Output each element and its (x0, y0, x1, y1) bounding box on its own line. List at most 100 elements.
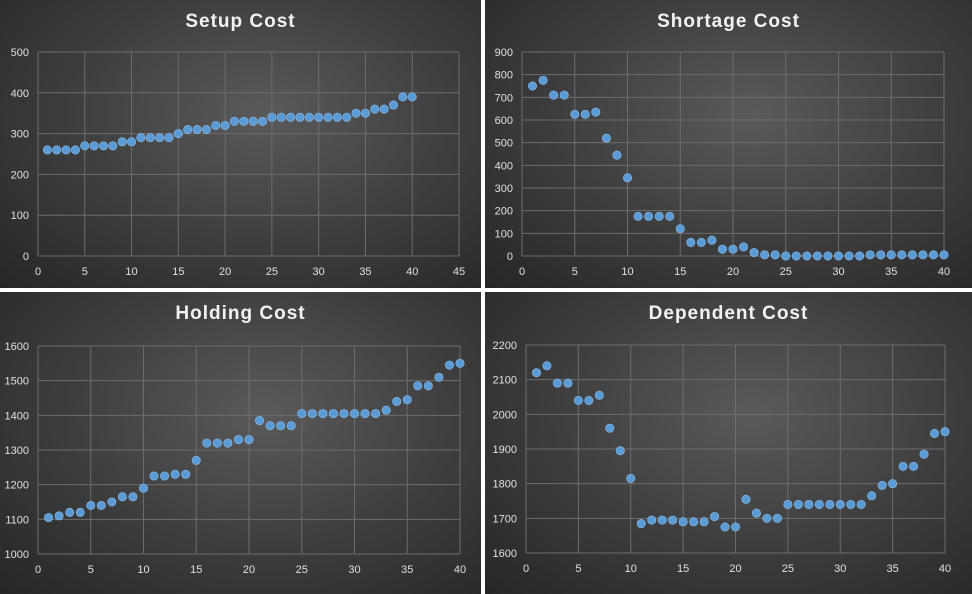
data-point (339, 409, 349, 419)
data-point (379, 104, 389, 114)
data-point (370, 104, 380, 114)
x-tick-label: 10 (125, 266, 137, 278)
chart-title: Holding Cost (175, 303, 306, 324)
data-point (398, 92, 408, 102)
x-tick-label: 40 (938, 266, 950, 278)
y-tick-label: 200 (11, 169, 29, 181)
y-tick-label: 1800 (493, 479, 517, 491)
data-point (65, 507, 75, 517)
data-point (678, 517, 688, 527)
data-point (332, 112, 342, 122)
x-tick-label: 35 (885, 266, 897, 278)
data-point (286, 421, 296, 431)
data-point (741, 494, 751, 504)
x-tick-label: 25 (266, 266, 278, 278)
data-point (192, 125, 202, 135)
data-point (804, 499, 814, 509)
data-point (665, 211, 675, 221)
x-tick-label: 35 (401, 564, 413, 576)
y-tick-label: 0 (23, 251, 29, 263)
data-point (265, 421, 275, 431)
x-tick-label: 5 (575, 563, 581, 575)
data-point (248, 116, 258, 126)
data-point (675, 224, 685, 234)
data-point (570, 109, 580, 119)
data-point (897, 250, 907, 260)
x-tick-label: 40 (939, 563, 951, 575)
data-point (233, 435, 243, 445)
chart-shortage-cost: Shortage Cost 0 100 200 300 400 500 600 700 800 9… (485, 0, 972, 288)
data-point (710, 512, 720, 522)
x-tick-label: 40 (406, 266, 418, 278)
y-tick-label: 2200 (493, 340, 517, 352)
y-tick-label: 300 (495, 183, 513, 195)
x-tick-label: 15 (677, 563, 689, 575)
data-point (633, 211, 643, 221)
data-point (96, 500, 106, 510)
data-point (877, 480, 887, 490)
y-tick-label: 800 (495, 70, 513, 82)
data-point (749, 248, 759, 258)
data-point (833, 251, 843, 261)
x-tick-label: 5 (572, 266, 578, 278)
data-point (286, 112, 296, 122)
data-point (686, 237, 696, 247)
data-point (328, 409, 338, 419)
data-point (145, 133, 155, 143)
x-tick-label: 35 (887, 563, 899, 575)
x-tick-label: 10 (621, 266, 633, 278)
data-point (939, 250, 949, 260)
data-point (601, 133, 611, 143)
data-point (381, 405, 391, 415)
x-tick-label: 0 (519, 266, 525, 278)
data-point (717, 244, 727, 254)
data-point (707, 235, 717, 245)
y-tick-label: 500 (495, 138, 513, 150)
data-point (149, 471, 159, 481)
data-point (886, 250, 896, 260)
data-point (267, 112, 277, 122)
x-tick-label: 20 (219, 266, 231, 278)
data-point (636, 519, 646, 529)
data-point (626, 473, 636, 483)
data-point (360, 108, 370, 118)
x-tick-label: 20 (727, 266, 739, 278)
y-tick-label: 1200 (5, 480, 29, 492)
data-point (164, 133, 174, 143)
x-tick-label: 0 (35, 266, 41, 278)
data-point (612, 150, 622, 160)
x-tick-label: 5 (82, 266, 88, 278)
data-point (559, 90, 569, 100)
data-point (201, 125, 211, 135)
data-point (772, 513, 782, 523)
data-point (760, 250, 770, 260)
data-point (229, 116, 239, 126)
data-point (318, 409, 328, 419)
data-point (791, 251, 801, 261)
data-point (304, 112, 314, 122)
data-point (728, 244, 738, 254)
data-point (781, 251, 791, 261)
data-point (297, 409, 307, 419)
data-point (61, 145, 71, 155)
data-point (173, 129, 183, 139)
data-point (783, 499, 793, 509)
data-point (191, 455, 201, 465)
data-point (258, 116, 268, 126)
y-tick-label: 600 (495, 115, 513, 127)
data-point (855, 251, 865, 261)
chart-title: Shortage Cost (657, 11, 800, 32)
data-point (940, 427, 950, 437)
x-tick-label: 35 (359, 266, 371, 278)
data-point (54, 511, 64, 521)
data-point (898, 461, 908, 471)
y-tick-label: 0 (507, 251, 513, 263)
data-point (170, 469, 180, 479)
data-point (856, 499, 866, 509)
data-point (647, 515, 657, 525)
data-point (117, 492, 127, 502)
data-point (907, 250, 917, 260)
data-point (605, 423, 615, 433)
data-point (181, 469, 191, 479)
data-point (360, 409, 370, 419)
